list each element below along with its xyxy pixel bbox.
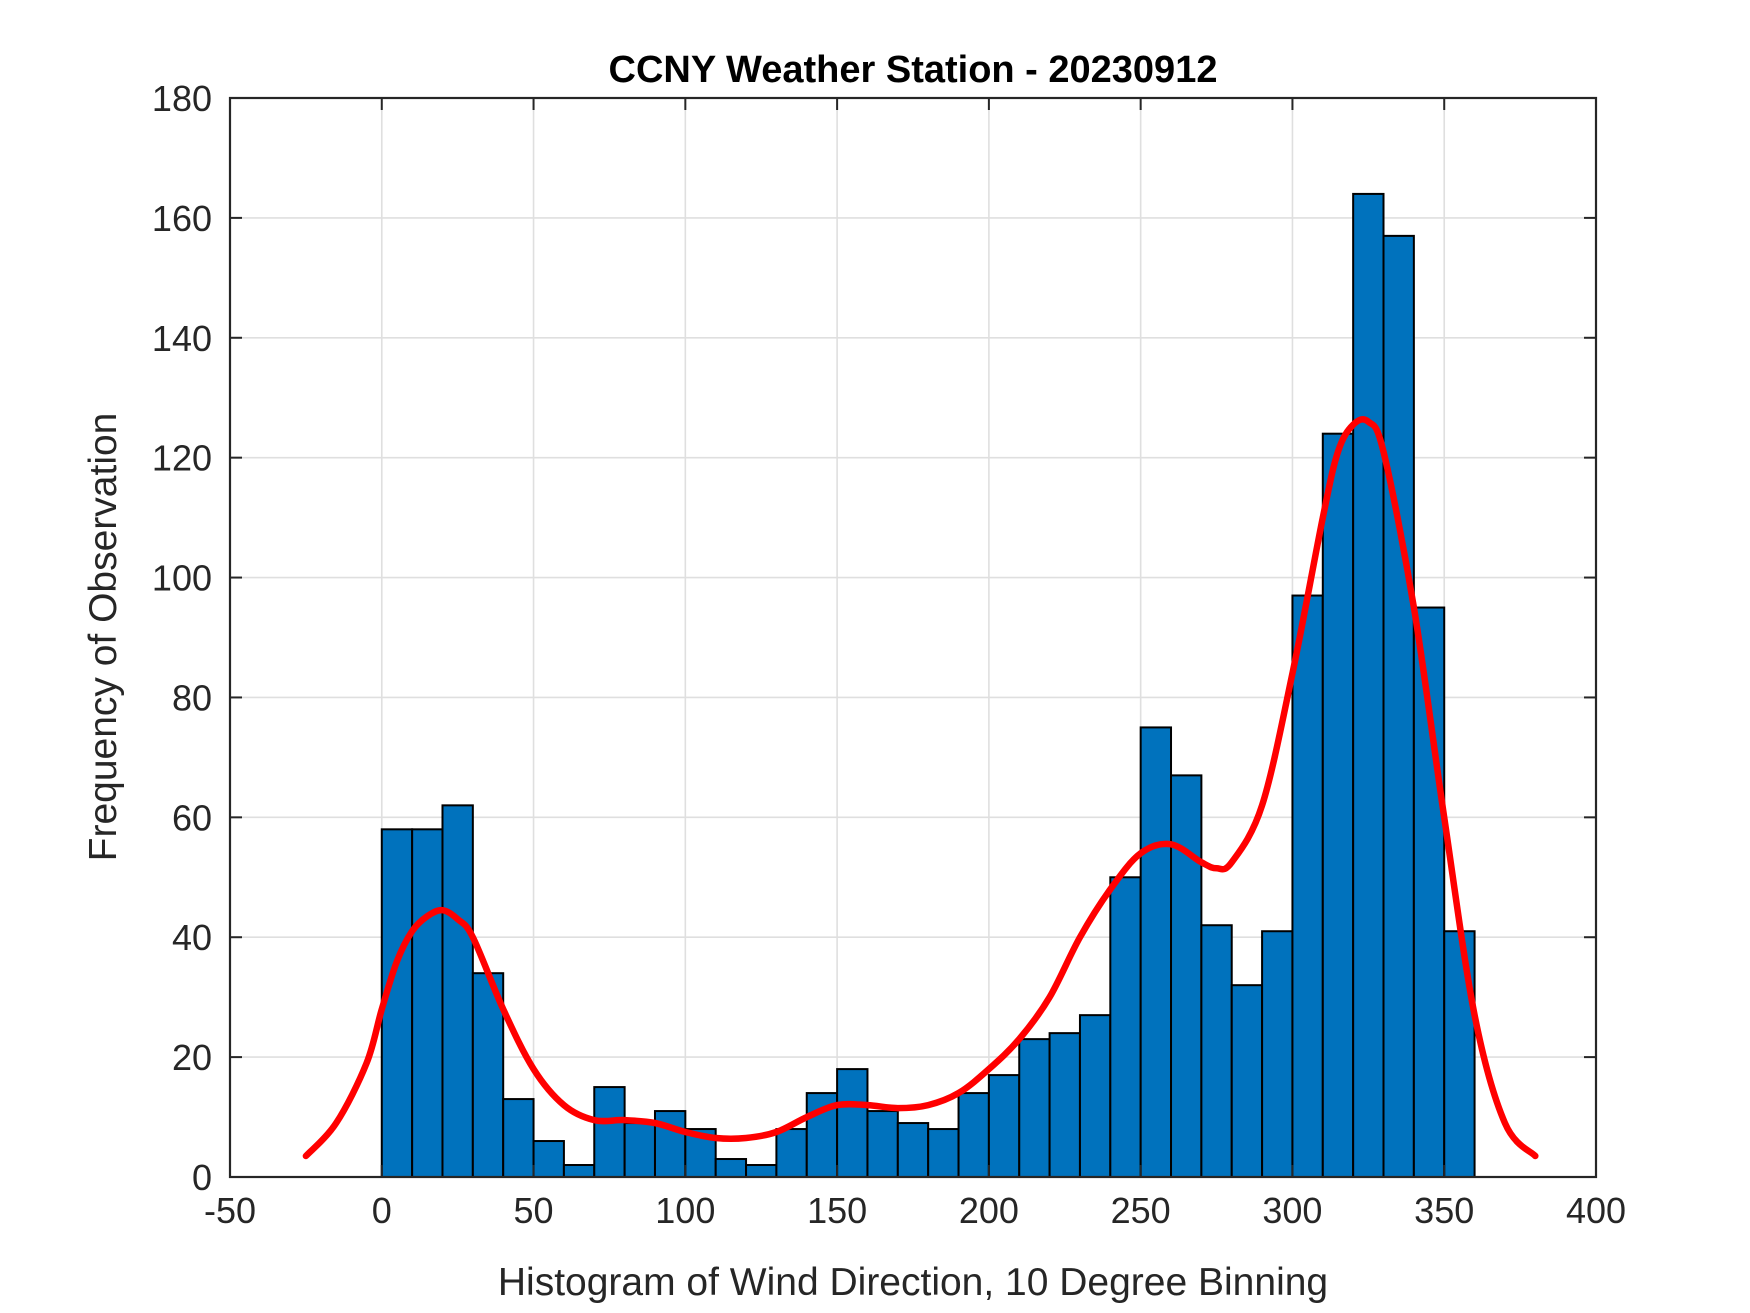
histogram-bar [714,1158,748,1179]
histogram-bar [927,1128,960,1178]
histogram-bar [1170,774,1203,1178]
histogram-bar [1230,984,1264,1179]
axes-box [228,96,1598,1179]
histogram-bar [1352,192,1385,1178]
histogram-bar [866,1110,899,1179]
histogram-bar [532,1140,565,1178]
y-axis-label: Frequency of Observation [82,413,125,862]
tick-marks [229,97,1597,1178]
histogram-bar [1018,1038,1051,1179]
y-tick-label: 180 [152,78,212,119]
x-tick-label: 250 [1111,1190,1171,1231]
x-tick-label: 100 [655,1190,715,1231]
histogram-bar [775,1128,808,1178]
histogram-bar [1078,1014,1112,1179]
histogram-bar [623,1122,656,1179]
x-tick-label: 300 [1262,1190,1322,1231]
y-tick-label: 20 [172,1037,212,1078]
histogram-bar [1443,930,1476,1178]
y-tick-labels: 0 20 40 60 80 100 120 140 160 180 [152,78,212,1198]
x-tick-label: 0 [372,1190,392,1231]
y-tick-label: 80 [172,677,212,718]
y-tick-label: 140 [152,318,212,359]
y-tick-label: 160 [152,198,212,239]
x-tick-labels: -50 0 50 100 150 200 250 300 350 400 [204,1190,1626,1231]
histogram-bar [593,1086,626,1179]
histogram-bar [1109,876,1142,1178]
density-curve-line [302,416,1539,1160]
histogram-bar [562,1164,596,1178]
y-tick-label: 0 [192,1157,212,1198]
histogram-bar [411,828,444,1178]
histogram-bar [1321,432,1355,1178]
x-tick-label: 400 [1566,1190,1626,1231]
x-axis-label: Histogram of Wind Direction, 10 Degree B… [498,1261,1328,1304]
x-tick-label: -50 [204,1190,256,1231]
chart-title: CCNY Weather Station - 20230912 [609,49,1218,91]
x-tick-label: 350 [1414,1190,1474,1231]
histogram-bar [441,804,474,1178]
histogram-bar [1291,594,1324,1178]
x-tick-label: 150 [807,1190,867,1231]
histogram-bar [987,1074,1021,1179]
histogram-bar [1200,924,1233,1178]
x-tick-label: 200 [959,1190,1019,1231]
histogram-bar [836,1068,869,1178]
histogram-bar [1139,726,1173,1179]
histogram-bar [957,1092,990,1178]
histogram-bar [502,1098,535,1179]
histogram-bar [745,1164,778,1178]
y-tick-label: 100 [152,558,212,599]
histogram-bar [1261,930,1294,1178]
density-curve-group [302,416,1539,1160]
x-tick-label: 50 [514,1190,554,1231]
histogram-bar [896,1122,930,1179]
y-tick-label: 120 [152,438,212,479]
histogram-bar [1382,234,1415,1179]
y-tick-label: 60 [172,797,212,838]
histogram-bar [1048,1032,1081,1178]
y-tick-label: 40 [172,917,212,958]
histogram-bars [380,192,1476,1179]
